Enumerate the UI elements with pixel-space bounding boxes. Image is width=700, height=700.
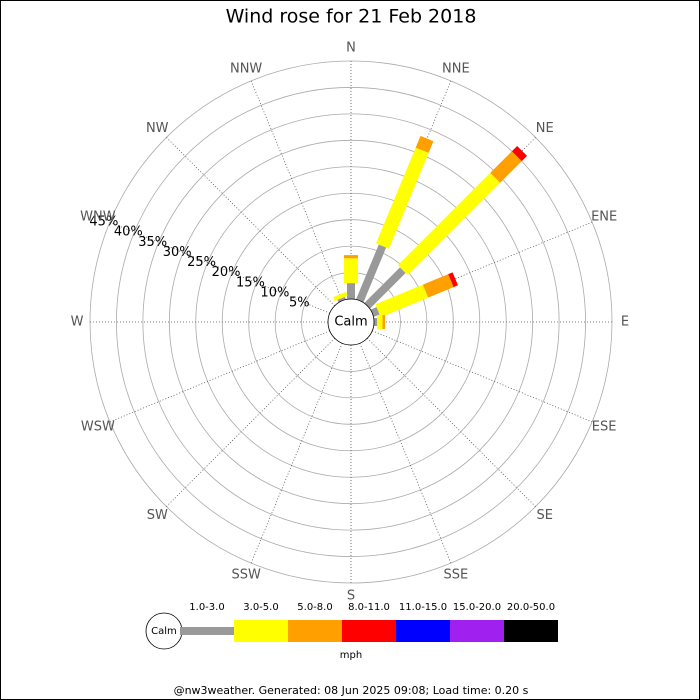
legend-title: mph <box>340 650 362 661</box>
legend-label: 20.0-50.0 <box>507 602 555 613</box>
legend-swatch <box>180 627 234 635</box>
spoke <box>109 221 330 314</box>
legend-swatch <box>504 620 558 642</box>
spoke <box>166 337 336 507</box>
bar-segment <box>376 147 429 249</box>
legend-calm-label: Calm <box>151 626 177 637</box>
footer: @nw3weather. Generated: 08 Jun 2025 09:0… <box>174 684 529 697</box>
calm-circle <box>327 298 375 346</box>
bar-segment <box>374 318 378 326</box>
ring-label: 40% <box>114 225 143 240</box>
legend-label: 3.0-5.0 <box>243 602 278 613</box>
bar-segment <box>333 291 348 301</box>
legend-swatch <box>288 620 342 642</box>
bars <box>333 135 528 329</box>
spoke <box>372 330 593 423</box>
ring-label: 15% <box>236 275 265 290</box>
ring-label: 25% <box>187 255 216 270</box>
direction-label: SE <box>537 508 553 523</box>
spoke <box>359 343 452 564</box>
ring-label: 10% <box>260 285 289 300</box>
spoke <box>166 137 336 307</box>
direction-label: SSE <box>443 568 468 583</box>
ring-label: 35% <box>138 235 167 250</box>
direction-label: W <box>71 315 84 330</box>
labels: 5%10%15%20%25%30%35%40%45% N NNE NE ENE E ESE S… <box>71 41 630 604</box>
ring-label: 20% <box>212 265 241 280</box>
direction-label: N <box>346 41 356 56</box>
ring-label: 5% <box>289 296 310 311</box>
bar-segment <box>347 283 355 299</box>
bar-segment <box>448 272 458 288</box>
bar-segment <box>337 296 346 303</box>
bar-segment <box>377 315 383 329</box>
legend-label: 1.0-3.0 <box>189 602 224 613</box>
bar-segment <box>511 145 528 162</box>
direction-label: NNE <box>442 61 470 76</box>
spoke <box>366 337 536 507</box>
ring-label: 30% <box>163 245 192 260</box>
bar-segment <box>356 244 387 303</box>
bar-segment <box>490 151 522 183</box>
legend-label: 15.0-20.0 <box>453 602 501 613</box>
direction-label: S <box>347 589 355 604</box>
ring-label: 45% <box>89 215 118 230</box>
bar-segment <box>375 284 429 318</box>
direction-label: NW <box>146 121 169 136</box>
legend-swatch <box>450 620 504 642</box>
ring <box>274 245 428 399</box>
spoke <box>250 343 343 564</box>
legend-swatch <box>342 620 396 642</box>
direction-label: SSW <box>231 568 261 583</box>
calm-label: Calm <box>334 315 367 330</box>
direction-label: ESE <box>592 419 617 434</box>
direction-label: WNW <box>80 210 116 225</box>
legend-label: 5.0-8.0 <box>297 602 332 613</box>
direction-label: NE <box>536 121 554 136</box>
direction-label: SW <box>147 508 168 523</box>
chart-title: Wind rose for 21 Feb 2018 <box>226 6 477 28</box>
ring <box>116 87 586 557</box>
spoke <box>109 330 330 423</box>
bar-segment <box>344 258 358 284</box>
bar-segment <box>422 274 454 298</box>
direction-label: ENE <box>591 210 617 225</box>
legend-swatch <box>234 620 288 642</box>
ring <box>248 219 454 425</box>
legend-swatch <box>396 620 450 642</box>
bar-segment <box>364 267 406 309</box>
legend-label: 8.0-11.0 <box>348 602 390 613</box>
direction-label: NNW <box>230 61 262 76</box>
spoke <box>250 80 343 301</box>
legend-label: 11.0-15.0 <box>399 602 447 613</box>
ring <box>168 139 534 505</box>
bar-segment <box>415 135 434 153</box>
bar-segment <box>344 255 358 259</box>
bar-segment <box>382 315 386 329</box>
direction-label: E <box>621 315 629 330</box>
bar-segment <box>397 172 501 276</box>
ring <box>142 113 560 531</box>
direction-label: WSW <box>81 419 115 434</box>
